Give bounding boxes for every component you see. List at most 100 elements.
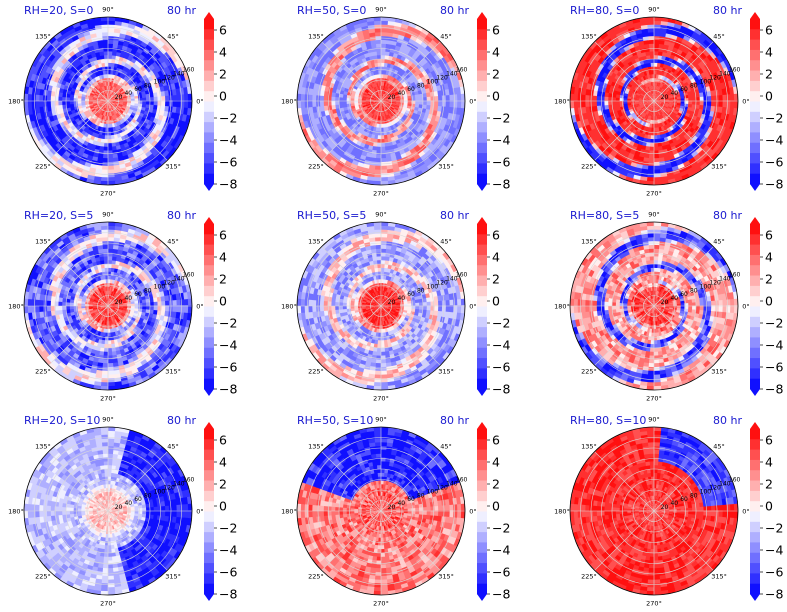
field-cell	[165, 95, 170, 101]
angle-tick-label: 135°	[308, 32, 324, 40]
field-cell	[685, 27, 695, 35]
field-cell	[625, 176, 635, 183]
field-cell	[581, 88, 587, 96]
field-cell	[176, 66, 184, 75]
field-cell	[93, 94, 98, 98]
field-cell	[387, 118, 392, 124]
field-cell	[38, 46, 47, 56]
field-cell	[378, 108, 381, 114]
field-cell	[644, 47, 650, 53]
field-cell	[647, 95, 652, 99]
field-cell	[642, 117, 647, 123]
field-cell	[376, 93, 380, 98]
field-cell	[692, 100, 697, 105]
field-cell	[70, 34, 79, 42]
field-cell	[141, 103, 147, 108]
field-cell	[134, 169, 143, 177]
field-cell	[655, 93, 659, 98]
field-cell	[307, 94, 313, 102]
field-cell	[381, 127, 385, 133]
field-cell	[101, 169, 109, 175]
field-cell	[620, 28, 630, 36]
colorbar-tick-label: 2	[219, 67, 227, 82]
field-cell	[102, 154, 109, 159]
field-cell	[354, 104, 359, 109]
field-cell	[641, 107, 646, 112]
field-cell	[109, 108, 113, 113]
colorbar-segment	[477, 122, 487, 133]
field-cell	[403, 159, 411, 167]
field-cell	[649, 104, 653, 109]
field-cell	[368, 168, 376, 174]
field-cell	[101, 77, 105, 83]
field-cell	[99, 101, 105, 103]
field-cell	[101, 86, 105, 91]
field-cell	[37, 54, 46, 64]
field-cell	[164, 105, 170, 112]
field-cell	[377, 62, 381, 67]
field-cell	[657, 102, 662, 105]
field-cell	[80, 172, 89, 180]
field-cell	[596, 90, 602, 97]
field-cell	[378, 127, 382, 133]
field-cell	[119, 96, 124, 100]
colorbar-segment	[750, 60, 760, 71]
field-cell	[609, 160, 619, 169]
field-cell	[725, 72, 733, 82]
field-cell	[301, 128, 309, 138]
field-cell	[654, 139, 659, 144]
field-cell	[657, 115, 661, 121]
field-cell	[657, 146, 664, 152]
field-cell	[352, 22, 362, 30]
field-cell	[73, 157, 82, 165]
field-cell	[648, 111, 652, 117]
field-cell	[100, 138, 106, 144]
angle-tick-label: 180°	[8, 98, 24, 106]
field-cell	[114, 118, 119, 124]
field-cell	[636, 108, 642, 113]
field-cell	[683, 160, 692, 168]
field-cell	[644, 87, 649, 92]
field-cell	[433, 139, 442, 149]
field-cell	[646, 177, 655, 182]
field-cell	[302, 73, 310, 82]
field-cell	[111, 142, 117, 148]
field-cell	[378, 123, 382, 129]
field-cell	[373, 177, 382, 182]
field-cell	[676, 93, 681, 98]
field-cell	[383, 69, 387, 75]
field-cell	[371, 47, 377, 53]
field-cell	[719, 67, 727, 77]
field-cell	[95, 141, 102, 147]
field-cell	[646, 180, 655, 185]
field-cell	[658, 157, 666, 163]
field-cell	[53, 162, 63, 171]
field-cell	[648, 46, 654, 52]
field-cell	[584, 94, 590, 102]
field-cell	[382, 77, 386, 83]
field-cell	[647, 107, 651, 112]
field-cell	[176, 100, 182, 108]
field-cell	[655, 104, 658, 109]
field-cell	[365, 102, 370, 104]
field-cell	[368, 164, 376, 171]
field-cell	[660, 118, 665, 124]
field-cell	[54, 105, 60, 111]
field-cell	[649, 99, 654, 101]
field-cell	[384, 138, 389, 144]
field-cell	[607, 31, 616, 39]
field-cell	[130, 159, 138, 167]
field-cell	[399, 168, 409, 176]
field-cell	[654, 146, 659, 152]
field-cell	[641, 101, 647, 104]
field-cell	[311, 131, 319, 141]
colorbar-segment	[750, 132, 760, 144]
field-cell	[631, 91, 637, 95]
field-cell	[77, 163, 86, 170]
field-cell	[98, 47, 104, 53]
field-cell	[109, 116, 112, 121]
field-cell	[399, 94, 405, 98]
field-cell	[108, 158, 114, 163]
field-cell	[395, 95, 401, 99]
field-cell	[79, 176, 89, 183]
